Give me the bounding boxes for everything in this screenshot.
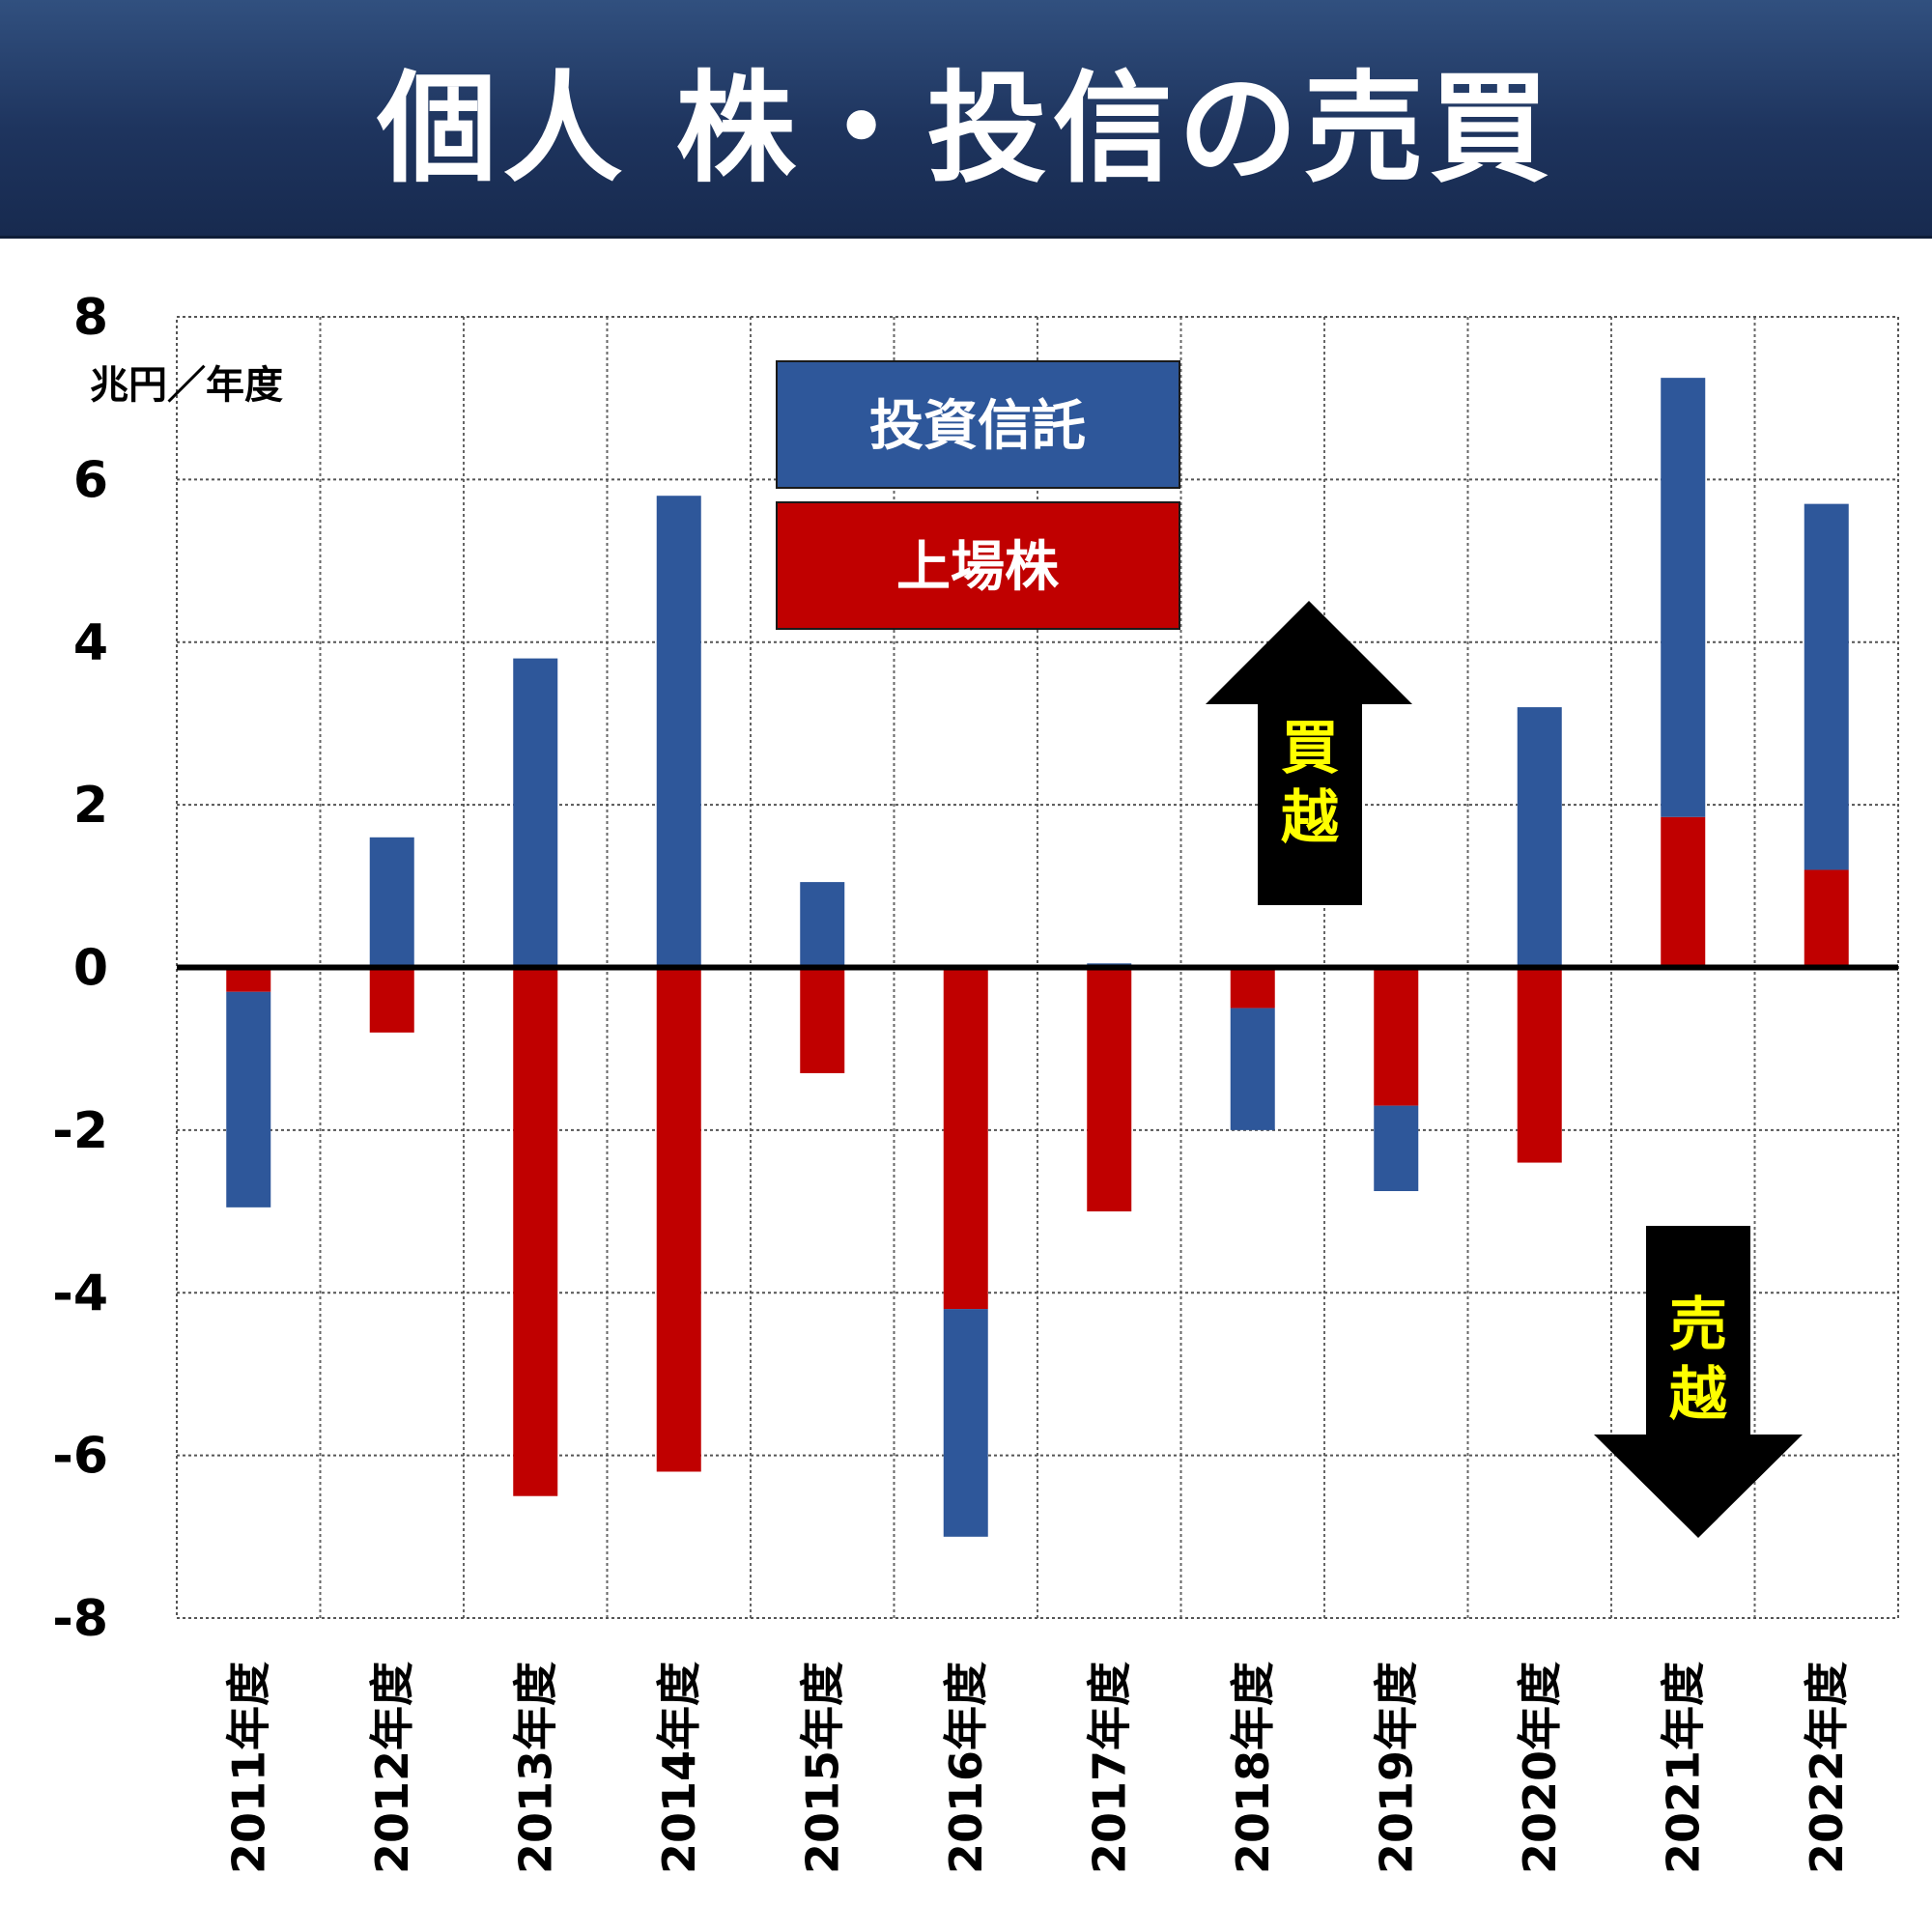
legend-swatch (776, 360, 1180, 489)
up-arrow-label: 買 (1281, 715, 1339, 782)
bar-stock-8 (1374, 967, 1419, 1106)
x-category-label: 2018年度 (1227, 1662, 1279, 1874)
x-category-label: 2019年度 (1370, 1662, 1422, 1874)
bar-fund-2 (513, 658, 558, 968)
y-tick-label: -6 (52, 1428, 108, 1486)
y-tick-label: 6 (73, 451, 108, 509)
up-arrow-label: 越 (1281, 784, 1340, 852)
bar-fund-8 (1374, 1105, 1419, 1192)
bar-stock-6 (1087, 967, 1132, 1212)
x-category-label: 2013年度 (509, 1662, 561, 1874)
bar-fund-5 (943, 1309, 988, 1537)
y-tick-label: 8 (73, 289, 108, 347)
y-tick-label: -2 (52, 1102, 108, 1160)
legend-label: 投資信託 (869, 395, 1086, 458)
bar-fund-0 (226, 991, 271, 1208)
bar-stock-11 (1804, 869, 1849, 968)
bar-fund-11 (1804, 503, 1849, 870)
bar-stock-1 (369, 967, 414, 1033)
down-arrow-icon (1594, 1226, 1803, 1538)
bar-stock-4 (800, 967, 845, 1073)
x-category-label: 2012年度 (366, 1662, 418, 1874)
x-category-label: 2011年度 (222, 1662, 274, 1874)
bar-stock-0 (226, 967, 271, 992)
up-arrow-icon (1206, 601, 1412, 905)
x-category-label: 2014年度 (653, 1662, 705, 1874)
y-unit-label: 兆円／年度 (90, 363, 283, 408)
bar-stock-7 (1230, 967, 1275, 1009)
legend-swatch (776, 501, 1180, 630)
x-category-label: 2020年度 (1514, 1662, 1566, 1874)
bar-stock-3 (656, 967, 701, 1472)
bar-stock-10 (1661, 816, 1706, 968)
y-tick-label: 4 (73, 614, 108, 672)
x-category-label: 2016年度 (940, 1662, 992, 1874)
x-category-label: 2017年度 (1083, 1662, 1135, 1874)
bar-fund-7 (1230, 1008, 1275, 1130)
y-tick-label: 0 (73, 940, 108, 998)
down-arrow-label: 越 (1669, 1361, 1728, 1429)
bar-fund-9 (1517, 707, 1562, 968)
bar-stock-2 (513, 967, 558, 1496)
bar-fund-10 (1661, 378, 1706, 817)
y-tick-label: -8 (52, 1590, 108, 1648)
bar-fund-4 (800, 882, 845, 968)
title-banner: 個人 株・投信の売買 (0, 0, 1932, 239)
page-title: 個人 株・投信の売買 (377, 60, 1555, 199)
x-category-label: 2022年度 (1801, 1662, 1853, 1874)
bar-stock-9 (1517, 967, 1562, 1163)
y-tick-label: 2 (73, 777, 108, 835)
bar-stock-5 (943, 967, 988, 1310)
bar-fund-3 (656, 496, 701, 968)
y-tick-label: -4 (52, 1264, 108, 1322)
x-category-label: 2021年度 (1657, 1662, 1709, 1874)
bar-fund-1 (369, 837, 414, 968)
x-category-label: 2015年度 (796, 1662, 848, 1874)
down-arrow-label: 売 (1669, 1292, 1727, 1359)
legend-label: 上場株 (896, 536, 1060, 599)
